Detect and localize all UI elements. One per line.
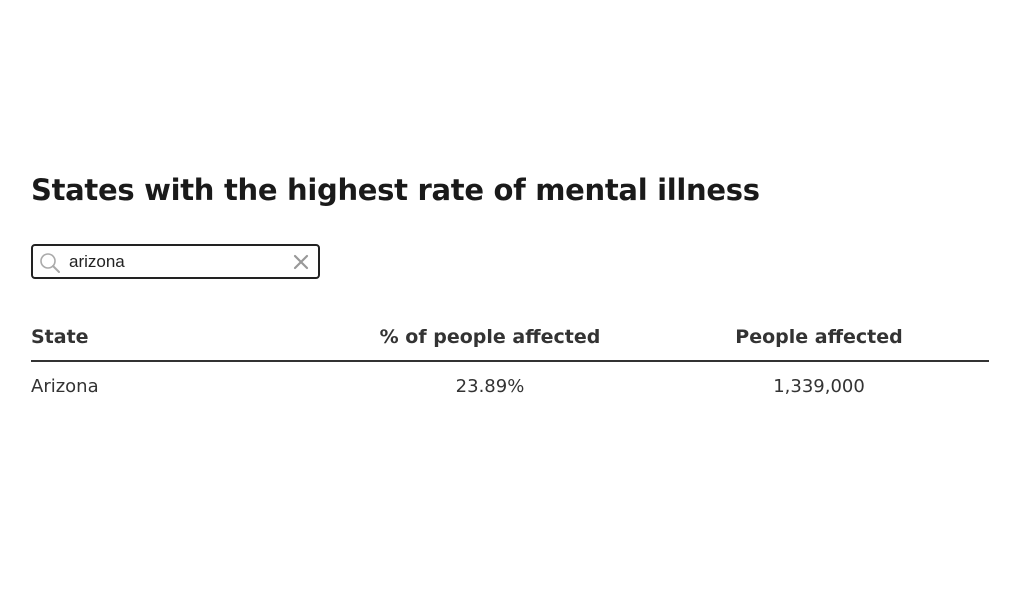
search-icon [39,252,61,274]
table-body: Arizona 23.89% 1,339,000 [31,361,989,397]
column-header-people[interactable]: People affected [649,312,989,362]
search-box[interactable] [31,244,320,279]
cell-state: Arizona [31,376,99,397]
page-title: States with the highest rate of mental i… [31,173,760,207]
close-icon[interactable] [292,253,310,271]
table-row: Arizona 23.89% 1,339,000 [31,361,989,397]
column-header-state[interactable]: State [31,312,331,362]
column-header-percent[interactable]: % of people affected [331,312,649,362]
search-input[interactable] [69,249,284,274]
cell-percent: 23.89% [455,376,525,397]
results-table: State % of people affected People affect… [31,312,989,397]
header-row: State % of people affected People affect… [31,312,989,362]
cell-people: 1,339,000 [773,376,865,397]
table-header: State % of people affected People affect… [31,312,989,362]
